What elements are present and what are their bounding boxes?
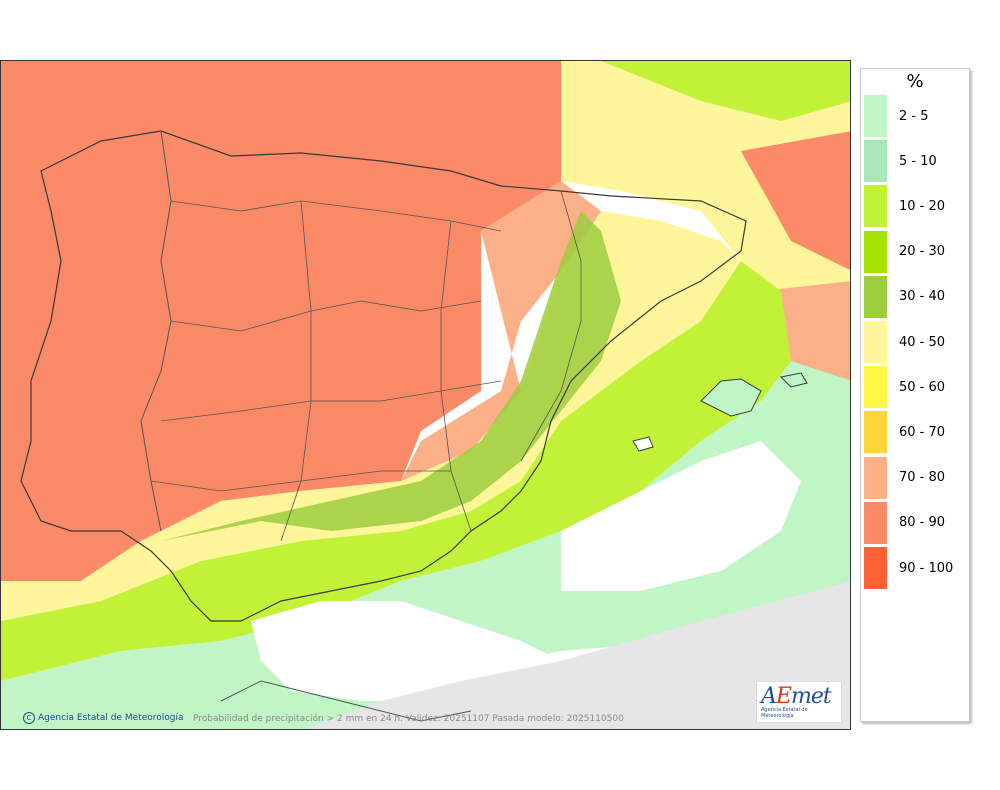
legend-unit: % [906,71,924,92]
map-graphic [1,61,850,729]
legend-label: 5 - 10 [899,153,937,169]
aemet-logo-mark: AEmet [761,684,832,709]
legend-item: 10 - 20 [864,185,946,228]
legend-item: 70 - 80 [864,456,946,499]
legend-label: 10 - 20 [899,198,946,214]
aemet-logo: AEmet Agencia Estatal de Meteorología [756,681,842,723]
legend-item: 20 - 30 [864,230,946,273]
legend-swatch [864,366,887,409]
legend-panel: % 2 - 5 5 - 10 10 - 20 20 - 30 30 - 40 40 - 5… [860,68,970,722]
legend-item: 90 - 100 [864,547,953,589]
legend-label: 90 - 100 [899,560,954,576]
legend-item: 30 - 40 [864,275,946,318]
precipitation-probability-map: C Agencia Estatal de Meteorología Probab… [0,60,851,730]
credit-text: Agencia Estatal de Meteorología [38,713,184,723]
legend-label: 60 - 70 [899,424,946,440]
legend-label: 40 - 50 [899,334,946,350]
legend-label: 50 - 60 [899,379,946,395]
legend-label: 2 - 5 [899,108,929,124]
legend-label: 80 - 90 [899,515,946,531]
legend-label: 70 - 80 [899,470,946,486]
legend-item: 2 - 5 [864,95,929,137]
aemet-logo-subtitle: Agencia Estatal de Meteorología [761,707,808,719]
copyright-icon: C [23,712,35,724]
legend-swatch [864,456,887,499]
legend-swatch [864,547,887,589]
legend-item: 50 - 60 [864,366,946,409]
map-caption: Probabilidad de precipitación > 2 mm en … [193,714,624,724]
credit-label: C Agencia Estatal de Meteorología [23,712,184,724]
legend-swatch [864,185,887,228]
legend-swatch [864,95,887,137]
legend-swatch [864,230,887,273]
legend-swatch [864,411,887,454]
legend-item: 60 - 70 [864,411,946,454]
legend-swatch [864,501,887,544]
legend-item: 80 - 90 [864,501,946,544]
legend-label: 30 - 40 [899,289,946,305]
legend-swatch [864,275,887,318]
legend-item: 5 - 10 [864,140,937,183]
legend-swatch [864,321,887,363]
legend-label: 20 - 30 [899,244,946,260]
legend-item: 40 - 50 [864,321,945,363]
legend-swatch [864,140,887,183]
